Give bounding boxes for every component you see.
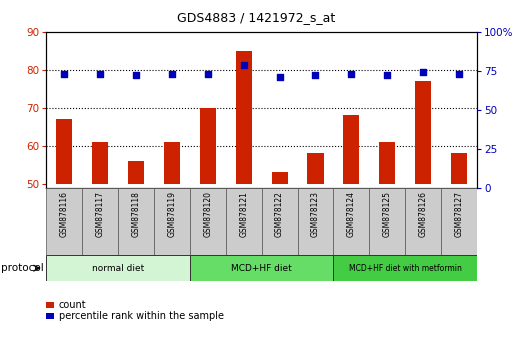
Bar [451, 153, 467, 184]
Text: GSM878124: GSM878124 [347, 191, 356, 237]
Bar [128, 161, 144, 184]
Text: GSM878116: GSM878116 [60, 191, 69, 237]
Bar [154, 188, 190, 255]
Bar [226, 188, 262, 255]
Text: GSM878118: GSM878118 [131, 191, 141, 237]
Point [311, 73, 320, 78]
Bar [333, 255, 477, 281]
Text: protocol: protocol [1, 263, 44, 273]
Text: GSM878122: GSM878122 [275, 191, 284, 237]
Bar [379, 142, 396, 184]
Point [204, 71, 212, 77]
Bar [190, 188, 226, 255]
Text: percentile rank within the sample: percentile rank within the sample [59, 311, 224, 321]
Text: GSM878120: GSM878120 [203, 191, 212, 237]
Text: GDS4883 / 1421972_s_at: GDS4883 / 1421972_s_at [177, 11, 336, 24]
Bar [200, 108, 216, 184]
Point [96, 71, 104, 77]
Text: count: count [59, 300, 87, 310]
Text: GSM878125: GSM878125 [383, 191, 392, 237]
Bar [369, 188, 405, 255]
Text: MCD+HF diet: MCD+HF diet [231, 264, 292, 273]
Text: normal diet: normal diet [92, 264, 144, 273]
Bar [235, 51, 252, 184]
Bar [343, 115, 360, 184]
Bar [298, 188, 333, 255]
Text: MCD+HF diet with metformin: MCD+HF diet with metformin [349, 264, 462, 273]
Bar [164, 142, 180, 184]
Bar [82, 188, 118, 255]
Bar [46, 255, 190, 281]
Bar [92, 142, 108, 184]
Bar [405, 188, 441, 255]
Text: GSM878123: GSM878123 [311, 191, 320, 237]
Point [60, 71, 68, 77]
Bar [118, 188, 154, 255]
Point [240, 62, 248, 67]
Bar [333, 188, 369, 255]
Text: GSM878121: GSM878121 [239, 191, 248, 237]
Point [383, 73, 391, 78]
Bar [415, 81, 431, 184]
Bar [262, 188, 298, 255]
Text: GSM878117: GSM878117 [95, 191, 105, 237]
Point [419, 69, 427, 75]
Text: GSM878127: GSM878127 [455, 191, 464, 237]
Bar [56, 119, 72, 184]
Point [347, 71, 356, 77]
Point [132, 73, 140, 78]
Bar [441, 188, 477, 255]
Bar [190, 255, 333, 281]
Bar [307, 153, 324, 184]
Point [168, 71, 176, 77]
Text: GSM878119: GSM878119 [167, 191, 176, 237]
Point [275, 74, 284, 80]
Point [455, 71, 463, 77]
Bar [271, 172, 288, 184]
Bar [46, 188, 82, 255]
Text: GSM878126: GSM878126 [419, 191, 428, 237]
